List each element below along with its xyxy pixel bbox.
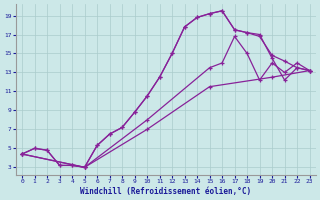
X-axis label: Windchill (Refroidissement éolien,°C): Windchill (Refroidissement éolien,°C)	[80, 187, 252, 196]
